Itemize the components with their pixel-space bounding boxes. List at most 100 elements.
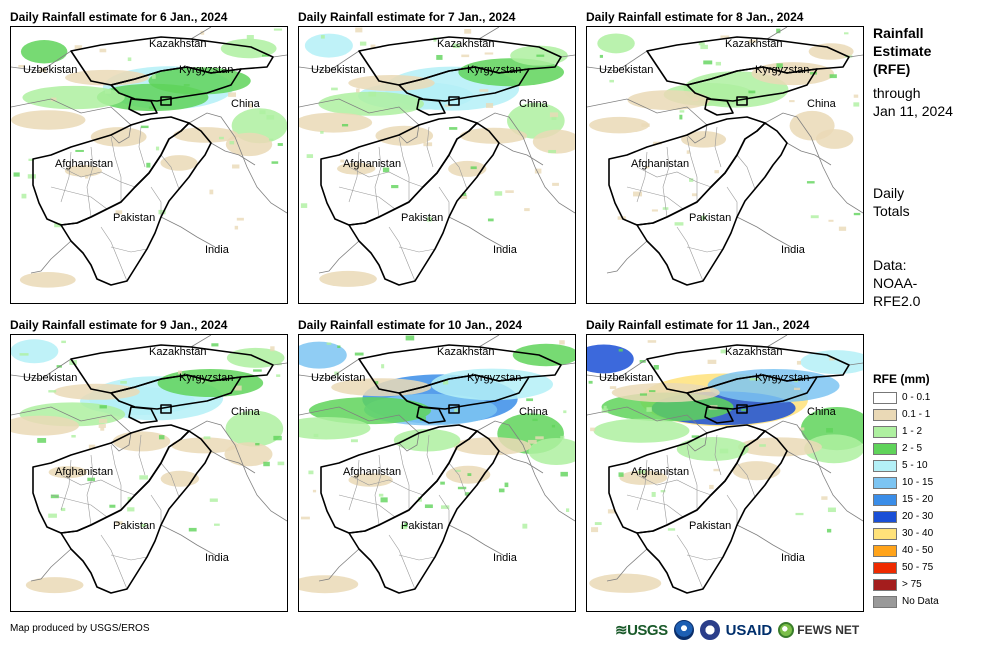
- tajikistan-enclave-border: [128, 404, 172, 424]
- neighbor-border: [11, 98, 132, 126]
- rainfall-speckle: [370, 44, 376, 49]
- legend-item: 5 - 10: [873, 457, 939, 474]
- data-source-line-1: Data:: [873, 257, 907, 273]
- rainfall-blob: [299, 112, 373, 133]
- neighbor-border: [560, 54, 575, 58]
- rainfall-blob: [453, 437, 532, 456]
- district-border: [50, 186, 108, 210]
- district-border: [138, 126, 146, 168]
- globe-icon: [778, 622, 795, 638]
- neighbor-border: [686, 432, 708, 452]
- neighbor-border: [736, 216, 792, 248]
- country-label-china: China: [807, 98, 837, 110]
- rainfall-speckle: [177, 370, 182, 374]
- rfe-subtitle-line-2: Jan 11, 2024: [873, 103, 953, 119]
- district-border: [686, 136, 698, 202]
- rainfall-blob: [375, 125, 434, 146]
- country-label-pakistan: Pakistan: [689, 212, 731, 224]
- rainfall-speckle: [455, 469, 461, 472]
- rainfall-speckle: [647, 340, 657, 343]
- country-label-kazakhstan: Kazakhstan: [437, 346, 494, 358]
- rainfall-speckle: [188, 527, 197, 532]
- country-label-india: India: [493, 552, 518, 564]
- legend-label: 30 - 40: [902, 528, 934, 539]
- rainfall-speckle: [424, 504, 433, 509]
- country-label-uzbekistan: Uzbekistan: [599, 372, 653, 384]
- rfe-title-line-2: Estimate: [873, 43, 932, 59]
- country-label-pakistan: Pakistan: [113, 520, 155, 532]
- neighbor-border: [30, 240, 72, 274]
- rainfall-speckle: [827, 507, 836, 513]
- rainfall-layer: [589, 28, 861, 231]
- neighbor-border: [848, 362, 863, 366]
- legend-label: 2 - 5: [902, 443, 923, 454]
- district-border: [438, 494, 450, 525]
- district-border: [686, 444, 698, 510]
- country-label-india: India: [205, 552, 230, 564]
- rainfall-speckle: [759, 444, 766, 447]
- rainfall-speckle: [505, 190, 514, 193]
- country-label-uzbekistan: Uzbekistan: [599, 64, 653, 76]
- rainfall-speckle: [720, 35, 730, 38]
- legend-item: 40 - 50: [873, 542, 939, 559]
- district-border: [676, 226, 704, 282]
- rainfall-speckle: [203, 436, 211, 440]
- rainfall-speckle: [462, 192, 467, 196]
- rainfall-speckle: [98, 418, 108, 424]
- legend-item: 0 - 0.1: [873, 389, 939, 406]
- rainfall-speckle: [200, 30, 205, 35]
- rainfall-blob: [308, 397, 431, 425]
- rainfall-speckle: [21, 193, 27, 199]
- rainfall-speckle: [249, 103, 253, 109]
- map-frame: Kazakhstan Uzbekistan Kyrgyzstan China Afgha…: [10, 334, 288, 612]
- rainfall-speckle: [588, 380, 593, 384]
- district-border: [60, 166, 136, 188]
- rainfall-speckle: [436, 54, 443, 60]
- rainfall-speckle: [273, 28, 283, 31]
- district-border: [714, 434, 722, 476]
- district-border: [636, 166, 712, 188]
- rainfall-layer: [11, 28, 287, 288]
- neighbor-border: [736, 524, 792, 556]
- fews-net-logo-text: FEWS NET: [797, 623, 860, 637]
- rainfall-speckle: [87, 477, 96, 482]
- district-border: [138, 434, 146, 476]
- country-borders: [299, 27, 575, 286]
- rainfall-speckle: [679, 114, 683, 120]
- rainfall-speckle: [18, 64, 25, 68]
- neighbor-border: [299, 98, 420, 126]
- rainfall-speckle: [853, 212, 861, 216]
- country-label-india: India: [205, 244, 230, 256]
- rainfall-speckle: [691, 435, 700, 438]
- country-label-india: India: [781, 552, 806, 564]
- country-label-pakistan: Pakistan: [689, 520, 731, 532]
- rainfall-blob: [112, 431, 171, 452]
- rainfall-speckle: [99, 405, 107, 409]
- rainfall-speckle: [440, 505, 450, 509]
- neighbor-border: [786, 450, 832, 474]
- rainfall-speckle: [71, 434, 76, 438]
- rainfall-blob: [160, 155, 198, 171]
- tajikistan-enclave-border: [704, 404, 748, 424]
- rainfall-blob: [319, 270, 377, 287]
- rainfall-speckle: [566, 508, 570, 512]
- country-label-china: China: [231, 98, 261, 110]
- rainfall-speckle: [590, 427, 595, 432]
- country-labels: Kazakhstan Uzbekistan Kyrgyzstan China Afgha…: [23, 38, 261, 256]
- daily-totals-line-2: Totals: [873, 203, 910, 219]
- rainfall-blob: [65, 69, 149, 86]
- district-border: [626, 494, 684, 518]
- legend-swatch: [873, 442, 897, 455]
- country-label-kazakhstan: Kazakhstan: [437, 38, 494, 50]
- neighbor-border: [478, 27, 500, 40]
- country-label-uzbekistan: Uzbekistan: [311, 64, 365, 76]
- rainfall-speckle: [232, 164, 240, 169]
- rainfall-speckle: [485, 103, 494, 108]
- map-frame: Kazakhstan Uzbekistan Kyrgyzstan China Afgha…: [298, 334, 576, 612]
- legend-label: No Data: [902, 596, 939, 607]
- rainfall-speckle: [442, 380, 449, 385]
- neighbor-border: [587, 98, 708, 126]
- rainfall-speckle: [140, 125, 149, 129]
- pakistan-border: [348, 122, 500, 286]
- legend-item: No Data: [873, 593, 939, 610]
